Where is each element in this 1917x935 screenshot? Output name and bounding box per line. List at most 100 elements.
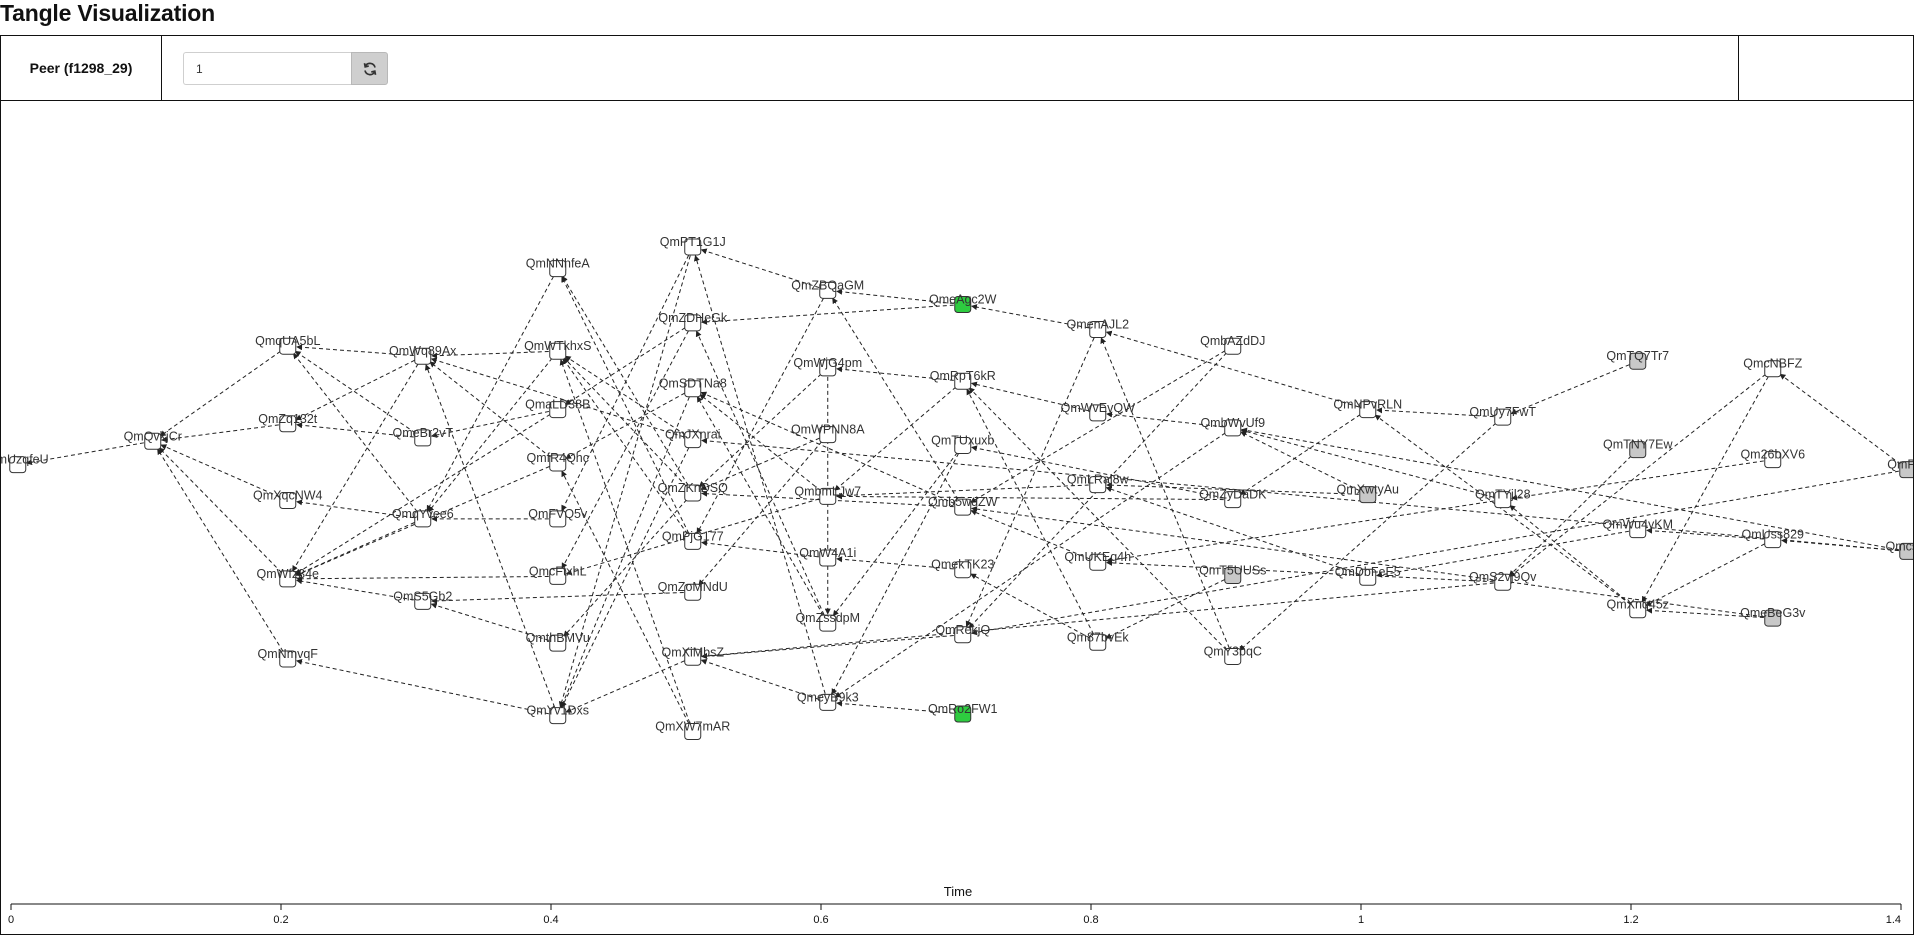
transaction-node[interactable]: QmRo2FW1 — [928, 702, 998, 723]
transaction-node-box[interactable] — [1629, 352, 1647, 370]
transaction-node[interactable]: QmZDHeGk — [658, 311, 728, 332]
transaction-node[interactable]: QmXiMbsZ — [662, 645, 725, 666]
transaction-node[interactable]: QmLRaj8w — [1067, 473, 1130, 494]
transaction-node[interactable]: QmT5UUSs — [1199, 564, 1266, 585]
transaction-node[interactable]: QmthBMVu — [526, 631, 590, 652]
transaction-node[interactable]: QmcFtxhL — [529, 564, 587, 585]
transaction-node-box[interactable] — [414, 347, 432, 365]
transaction-node-box[interactable] — [954, 372, 972, 390]
transaction-node[interactable]: QmZyDaDK — [1199, 488, 1267, 509]
transaction-node[interactable]: QmeAgc2W — [929, 292, 997, 313]
transaction-node-box[interactable] — [1089, 321, 1107, 339]
transaction-node-box[interactable] — [9, 456, 27, 474]
transaction-node[interactable]: QmUss829 — [1741, 528, 1804, 549]
transaction-node[interactable]: QmRekjQ — [935, 623, 990, 644]
transaction-node[interactable]: QmTYjl28 — [1475, 488, 1531, 509]
transaction-node-box[interactable] — [1764, 451, 1782, 469]
transaction-node-box[interactable] — [279, 570, 297, 588]
transaction-node-box[interactable] — [1224, 647, 1242, 665]
transaction-node-box[interactable] — [549, 401, 567, 419]
refresh-button[interactable] — [351, 52, 388, 85]
transaction-node[interactable]: QmaLD38B — [525, 398, 590, 419]
transaction-node-box[interactable] — [144, 432, 162, 450]
transaction-node-box[interactable] — [549, 567, 567, 585]
transaction-node-box[interactable] — [1494, 408, 1512, 426]
transaction-node-box[interactable] — [1764, 360, 1782, 378]
transaction-node[interactable]: QmqYvee6 — [392, 507, 454, 528]
transaction-node[interactable]: QmUy7FwT — [1469, 405, 1536, 426]
transaction-node[interactable]: QmY3bqC — [1204, 644, 1262, 665]
transaction-node-box[interactable] — [279, 650, 297, 668]
transaction-node-box[interactable] — [819, 426, 837, 444]
transaction-node[interactable]: QmZBQaGM — [791, 278, 864, 299]
transaction-node-box[interactable] — [1359, 486, 1377, 504]
transaction-node-box[interactable] — [1764, 609, 1782, 627]
transaction-node[interactable]: QmZoMNdU — [658, 580, 728, 601]
transaction-node-box[interactable] — [1359, 568, 1377, 586]
transaction-node[interactable]: QmJXnrai — [665, 428, 721, 449]
transaction-node[interactable]: QmUzqfeU — [1, 453, 49, 474]
transaction-node-box[interactable] — [549, 260, 567, 278]
transaction-node-box[interactable] — [684, 484, 702, 502]
transaction-node[interactable]: QmNPvRLN — [1333, 398, 1402, 419]
transaction-node[interactable]: QmPT1G1J — [660, 235, 726, 256]
transaction-node-box[interactable] — [954, 295, 972, 313]
transaction-node-box[interactable] — [819, 614, 837, 632]
transaction-node-box[interactable] — [549, 342, 567, 360]
transaction-node-box[interactable] — [684, 532, 702, 550]
transaction-node-box[interactable] — [279, 491, 297, 509]
transaction-node-box[interactable] — [954, 436, 972, 454]
transaction-node[interactable]: QmenAJL2 — [1066, 318, 1129, 339]
transaction-node-box[interactable] — [1224, 419, 1242, 437]
transaction-node[interactable]: QmWfz34e — [256, 567, 319, 588]
transaction-node-box[interactable] — [819, 359, 837, 377]
transaction-node-box[interactable] — [1629, 601, 1647, 619]
transaction-node[interactable]: QmUKEq4h — [1064, 550, 1131, 571]
transaction-node[interactable]: QmDbFeE5 — [1335, 565, 1401, 586]
transaction-node-box[interactable] — [819, 281, 837, 299]
transaction-node-box[interactable] — [1764, 531, 1782, 549]
transaction-node[interactable]: Qmb5wdZW — [928, 495, 998, 516]
transaction-node[interactable]: QmfR4Qhc — [526, 451, 589, 472]
transaction-node[interactable]: QmeyB9k3 — [797, 690, 859, 711]
transaction-node[interactable]: QmWvEvQW — [1061, 401, 1135, 422]
transaction-node[interactable]: QmeBeG3v — [1740, 606, 1806, 627]
transaction-node[interactable]: QmRpT6kR — [930, 369, 996, 390]
transaction-node-box[interactable] — [954, 705, 972, 723]
transaction-node-box[interactable] — [819, 693, 837, 711]
transaction-node-box[interactable] — [954, 626, 972, 644]
transaction-node-box[interactable] — [684, 380, 702, 398]
transaction-node[interactable]: QmS5Gb2 — [393, 589, 452, 610]
transaction-node-box[interactable] — [819, 487, 837, 505]
transaction-node[interactable]: QmFVQ5v — [528, 507, 588, 528]
transaction-node[interactable]: QmXW7mAR — [655, 720, 730, 741]
transaction-node[interactable]: QmcNBFZ — [1743, 357, 1803, 378]
transaction-node-box[interactable] — [1899, 542, 1914, 560]
transaction-node[interactable]: QmXqcNW4 — [253, 488, 323, 509]
transaction-node[interactable]: Qm87bvEk — [1067, 630, 1130, 651]
transaction-node[interactable]: QmekTK23 — [931, 558, 994, 579]
transaction-node-box[interactable] — [1629, 441, 1647, 459]
transaction-node-box[interactable] — [684, 583, 702, 601]
transaction-node[interactable]: QmYv1Dxs — [526, 704, 589, 725]
transaction-node-box[interactable] — [819, 549, 837, 567]
transaction-node[interactable]: QmqUA5bL — [255, 334, 320, 355]
transaction-node-box[interactable] — [1224, 567, 1242, 585]
transaction-node[interactable]: QmbmLJw7 — [794, 484, 861, 505]
transaction-node[interactable]: QmWPNN8A — [791, 423, 865, 444]
transaction-node-box[interactable] — [1494, 491, 1512, 509]
transaction-node[interactable]: QmcsCi — [1886, 539, 1914, 560]
transaction-node[interactable]: QmTUxuxb — [931, 433, 994, 454]
transaction-node[interactable]: QmWu4yKM — [1602, 518, 1673, 539]
transaction-node[interactable]: QmWjG4pm — [793, 356, 862, 377]
transaction-node[interactable]: QmZssdpM — [795, 611, 860, 632]
peer-number-input[interactable] — [183, 52, 351, 85]
transaction-node-box[interactable] — [414, 592, 432, 610]
transaction-node[interactable]: QmPjG177 — [662, 529, 724, 550]
transaction-node-box[interactable] — [954, 561, 972, 579]
transaction-node-box[interactable] — [1629, 521, 1647, 539]
transaction-node-box[interactable] — [684, 238, 702, 256]
transaction-node-box[interactable] — [1494, 573, 1512, 591]
transaction-node[interactable]: QmW4A1i — [799, 546, 856, 567]
transaction-node[interactable]: QmZKnDSQ — [658, 481, 728, 502]
